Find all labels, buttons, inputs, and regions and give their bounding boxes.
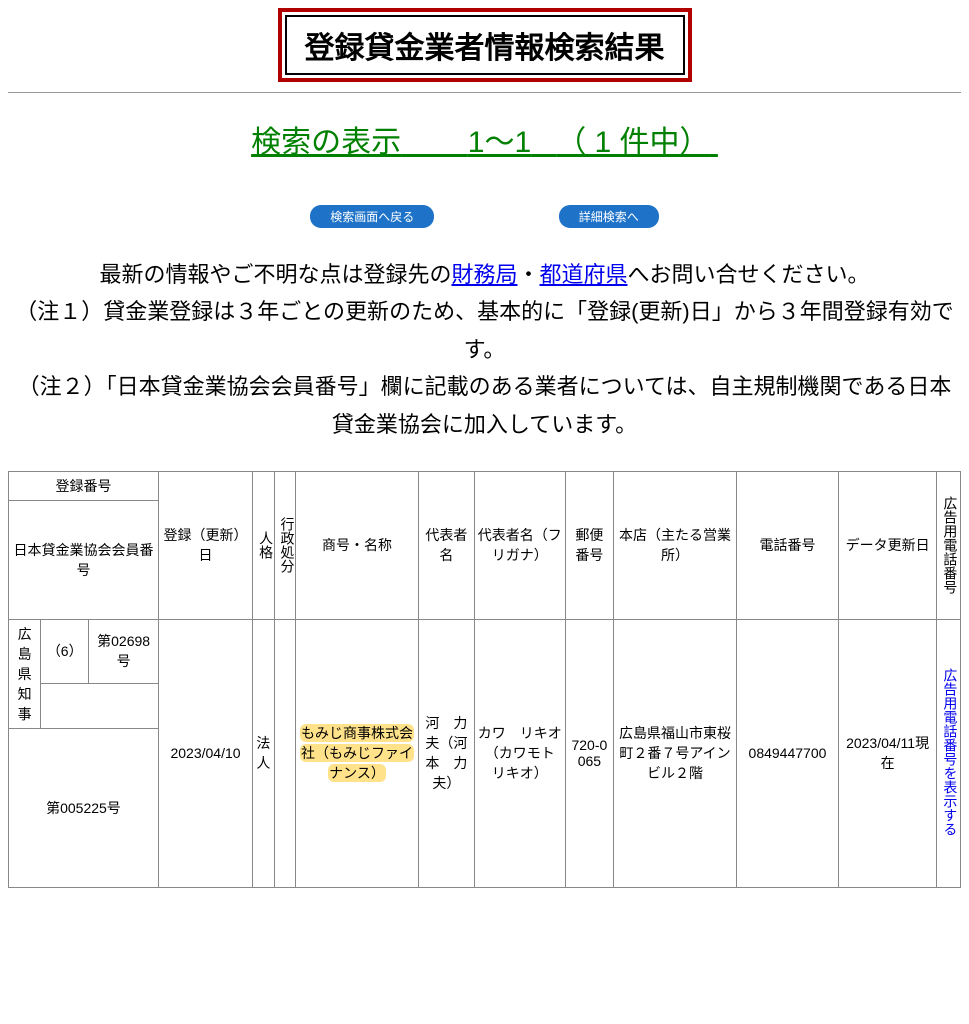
search-display-total: （ 1 件中） — [556, 126, 709, 159]
cell-representative-kana: カワ リキオ（カワモト リキオ） — [474, 619, 565, 887]
prefecture-link[interactable]: 都道府県 — [540, 262, 628, 287]
nav-buttons: 検索画面へ戻る 詳細検索へ — [8, 205, 961, 228]
cell-head-office: 広島県福山市東桜町２番７号アインビル２階 — [613, 619, 736, 887]
th-trade-name: 商号・名称 — [295, 471, 418, 619]
page-title-frame: 登録貸金業者情報検索結果 — [278, 8, 692, 82]
cell-postal-code: 720-0065 — [565, 619, 613, 887]
cell-trade-name: もみじ商事株式会社（もみじファイナンス） — [295, 619, 418, 887]
trade-name-highlight: もみじ商事株式会社（もみじファイナンス） — [300, 724, 414, 782]
cell-data-update: 2023/04/11現在 — [838, 619, 937, 887]
th-phone: 電話番号 — [737, 471, 839, 619]
th-reg-no: 登録番号 — [9, 471, 159, 500]
cell-ad-phone: 広告用電話番号を表示する — [937, 619, 961, 887]
cell-reg-gen: （6） — [41, 619, 89, 683]
th-ad-phone: 広告用電話番号 — [937, 471, 961, 619]
note-contact-post: へお問い合せください。 — [628, 262, 870, 287]
search-display-range: 1～1 — [468, 126, 531, 159]
th-reg-date: 登録（更新）日 — [158, 471, 252, 619]
th-admin-disposition: 行政処分 — [274, 471, 295, 619]
cell-representative: 河 力夫（河本 力夫） — [419, 619, 475, 887]
note-dot: ・ — [517, 262, 539, 287]
th-assoc-member-no: 日本貸金業協会会員番号 — [9, 500, 159, 619]
finance-bureau-link[interactable]: 財務局 — [451, 262, 517, 287]
cell-assoc-member-no: 第005225号 — [9, 728, 159, 887]
divider — [8, 92, 961, 93]
th-data-update: データ更新日 — [838, 471, 937, 619]
result-table: 登録番号 登録（更新）日 人格 行政処分 商号・名称 代表者名 代表者名（フリガ… — [8, 471, 961, 888]
cell-reg-num: 第02698号 — [89, 619, 159, 683]
note-2: （注２）「日本貸金業協会会員番号」欄に記載のある業者については、自主規制機関であ… — [8, 368, 961, 443]
th-representative-kana: 代表者名（フリガナ） — [474, 471, 565, 619]
cell-reg-empty — [41, 683, 159, 728]
search-display-label: 検索の表示 — [251, 126, 401, 159]
th-representative: 代表者名 — [419, 471, 475, 619]
cell-reg-date: 2023/04/10 — [158, 619, 252, 887]
notes-block: 最新の情報やご不明な点は登録先の財務局・都道府県へお問い合せください。 （注１）… — [8, 256, 961, 443]
search-display: 検索の表示 1～1 （ 1 件中） — [251, 117, 718, 161]
back-to-search-button[interactable]: 検索画面へ戻る — [310, 205, 434, 228]
advanced-search-button[interactable]: 詳細検索へ — [559, 205, 659, 228]
ad-phone-link[interactable]: 広告用電話番号を表示する — [940, 823, 960, 839]
th-head-office: 本店（主たる営業所） — [613, 471, 736, 619]
cell-admin-disposition — [274, 619, 295, 887]
cell-reg-prefecture: 広島県知事 — [9, 619, 41, 728]
th-personality: 人格 — [253, 471, 274, 619]
note-1: （注１）貸金業登録は３年ごとの更新のため、基本的に「登録(更新)日」から３年間登… — [8, 293, 961, 368]
page-title: 登録貸金業者情報検索結果 — [285, 15, 685, 75]
cell-phone: 0849447700 — [737, 619, 839, 887]
note-contact: 最新の情報やご不明な点は登録先の財務局・都道府県へお問い合せください。 — [8, 256, 961, 293]
th-postal-code: 郵便番号 — [565, 471, 613, 619]
table-row: 広島県知事 （6） 第02698号 2023/04/10 法人 もみじ商事株式会… — [9, 619, 961, 683]
note-contact-pre: 最新の情報やご不明な点は登録先の — [99, 262, 451, 287]
cell-personality: 法人 — [253, 619, 274, 887]
